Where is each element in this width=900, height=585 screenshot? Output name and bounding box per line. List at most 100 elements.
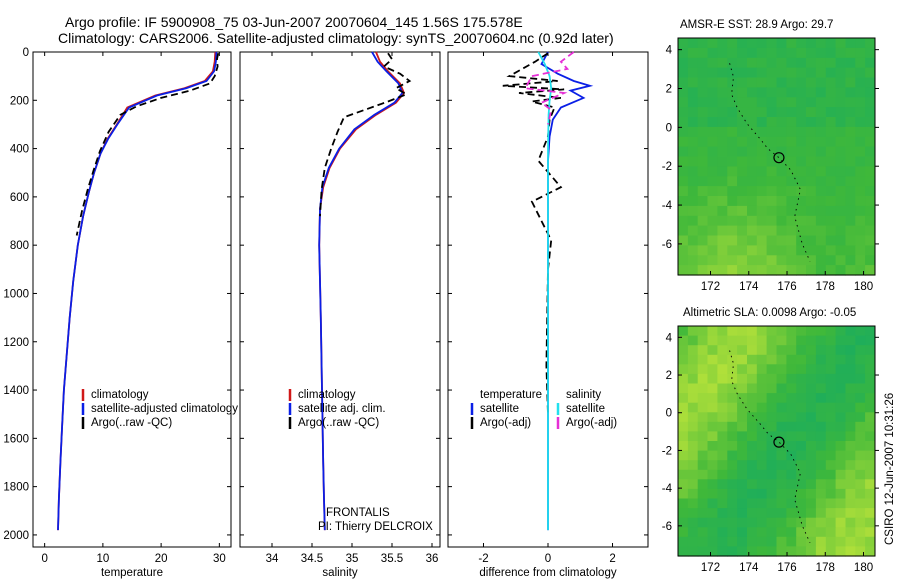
map-cell — [845, 67, 856, 79]
map-cell — [806, 536, 817, 547]
y-tick-label: 1600 — [3, 433, 29, 445]
map-cell — [825, 517, 837, 528]
map-cell — [815, 469, 827, 480]
map-cell — [678, 136, 689, 148]
map-cell — [835, 412, 846, 423]
map-cell — [855, 146, 866, 158]
map-cell — [717, 156, 728, 167]
map-cell — [678, 326, 689, 337]
map-cell — [737, 87, 748, 98]
map-cell — [747, 479, 758, 490]
map-cell — [776, 450, 787, 461]
map-cell — [835, 546, 846, 557]
map-cell — [845, 335, 856, 346]
map-cell — [796, 488, 807, 500]
y-tick-label: -2 — [662, 161, 672, 173]
map-cell — [737, 441, 748, 452]
map-cell — [806, 412, 817, 423]
map-cell — [845, 412, 856, 423]
map-cell — [756, 498, 768, 509]
map-cell — [678, 176, 689, 187]
map-cell — [855, 335, 866, 346]
map-cell — [796, 77, 807, 88]
map-cell — [766, 176, 777, 187]
map-cell — [796, 460, 807, 471]
map-cell — [766, 517, 777, 528]
map-cell — [855, 354, 866, 365]
map-cell — [717, 508, 728, 519]
map-cell — [855, 196, 866, 207]
y-tick-label: 2000 — [3, 530, 29, 542]
map-cell — [687, 479, 699, 490]
map-cell — [815, 326, 827, 337]
map-cell — [766, 245, 777, 256]
map-cell — [776, 117, 787, 128]
map-cell — [737, 345, 748, 356]
map-cell — [865, 136, 876, 148]
map-cell — [855, 479, 866, 490]
map-cell — [747, 186, 758, 197]
map-cell — [786, 57, 797, 69]
map-cell — [786, 460, 797, 471]
map-cell — [747, 57, 758, 69]
map-cell — [835, 469, 846, 480]
map-cell — [796, 508, 807, 519]
map-cell — [835, 345, 846, 356]
map-cell — [697, 498, 709, 509]
map-cell — [865, 536, 876, 547]
map-cell — [865, 57, 876, 69]
map-cell — [786, 117, 797, 128]
map-cell — [855, 107, 866, 118]
y-tick-label: 2 — [666, 84, 672, 96]
map-cell — [776, 225, 787, 237]
map-cell — [737, 47, 748, 59]
map-cell — [766, 335, 777, 346]
map-cell — [756, 527, 768, 538]
map-cell — [865, 97, 876, 108]
map-cell — [707, 527, 718, 538]
map-cell — [835, 460, 846, 471]
map-cell — [756, 421, 768, 432]
map-cell — [835, 450, 846, 461]
map-cell — [776, 402, 787, 413]
map-cell — [845, 196, 856, 207]
map-cell — [786, 383, 797, 394]
map-cell — [815, 460, 827, 471]
map-cell — [796, 47, 807, 59]
map-cell — [747, 87, 758, 98]
map-cell — [687, 460, 699, 471]
map-cell — [747, 450, 758, 461]
map-cell — [776, 166, 787, 177]
map-cell — [737, 235, 748, 246]
map-cell — [845, 87, 856, 98]
map-cell — [815, 215, 827, 227]
map-cell — [776, 196, 787, 207]
map-cell — [766, 402, 777, 413]
map-cell — [717, 136, 728, 148]
map-cell — [707, 412, 718, 423]
map-cell — [707, 479, 718, 490]
map-cell — [737, 156, 748, 167]
map-cell — [687, 67, 699, 79]
map-cell — [786, 421, 797, 432]
map-cell — [806, 335, 817, 346]
map-cell — [707, 136, 718, 148]
map-cell — [855, 265, 866, 276]
map-cell — [707, 67, 718, 79]
x-tick-label: 176 — [777, 562, 796, 574]
map-cell — [697, 326, 709, 337]
map-cell — [865, 488, 876, 500]
map-cell — [865, 402, 876, 413]
map-cell — [697, 117, 709, 128]
map-cell — [776, 354, 787, 365]
map-cell — [747, 508, 758, 519]
map-cell — [727, 536, 738, 547]
map-cell — [776, 469, 787, 480]
map-cell — [678, 335, 689, 346]
x-tick-label: 178 — [816, 562, 835, 574]
map-cell — [865, 146, 876, 158]
map-cell — [697, 431, 709, 442]
map-cell — [678, 536, 689, 547]
map-cell — [697, 156, 709, 167]
map-cell — [855, 225, 866, 237]
